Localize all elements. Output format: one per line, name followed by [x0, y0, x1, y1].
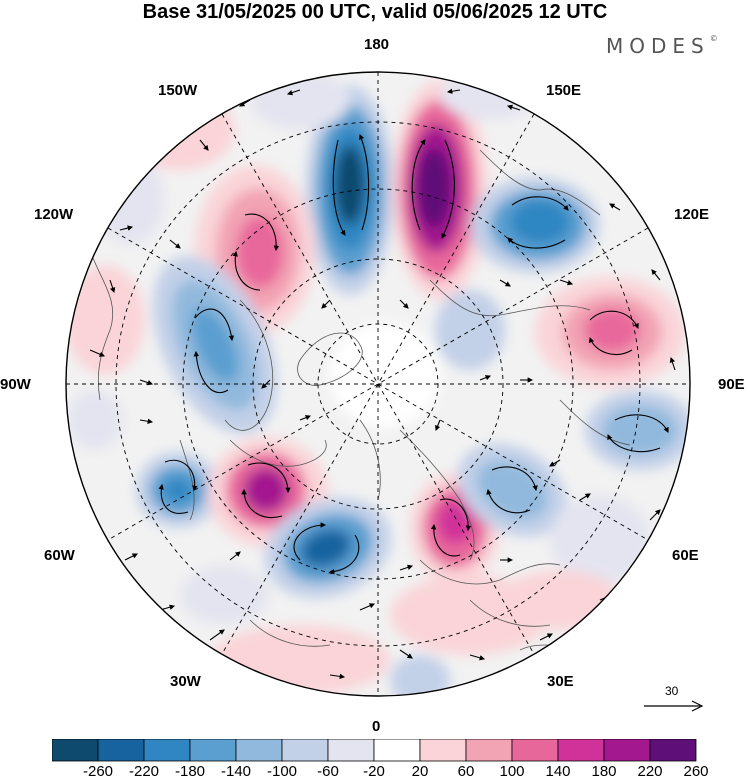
map-title: Base 31/05/2025 00 UTC, valid 05/06/2025…	[142, 1, 608, 23]
lon-label-30e: 30E	[547, 673, 574, 690]
colorbar-tick-label: 20	[411, 763, 429, 780]
coastlines	[89, 149, 631, 651]
colorbar-tick-label: -20	[363, 763, 385, 780]
colorbar-swatch	[327, 739, 375, 762]
colorbar-swatch	[235, 739, 283, 762]
colorbar-swatch	[373, 739, 421, 762]
lon-label-120e: 120E	[674, 206, 710, 223]
colorbar-tick-label: 220	[637, 763, 663, 780]
colorbar-tick-label: 60	[457, 763, 475, 780]
lon-label-30w: 30W	[170, 673, 201, 690]
lon-label-90w: 90W	[0, 376, 31, 393]
copyright-mark: ©	[709, 34, 718, 43]
lon-label-180: 180	[364, 36, 390, 53]
reference-vector-arrow	[644, 700, 704, 712]
lon-label-0: 0	[372, 718, 381, 735]
map-boundary	[65, 71, 691, 697]
colorbar-swatch	[557, 739, 605, 762]
lon-label-60w: 60W	[44, 547, 75, 564]
colorbar-swatch	[603, 739, 651, 762]
lon-label-150w: 150W	[158, 82, 198, 99]
colorbar-tick-label: -140	[220, 763, 252, 780]
colorbar-tick-label: 140	[545, 763, 571, 780]
colorbar-tick-label: -60	[317, 763, 339, 780]
modes-logo: MODES©	[606, 34, 718, 58]
lon-label-120w: 120W	[34, 206, 74, 223]
lon-label-60e: 60E	[672, 547, 699, 564]
colorbar-tick-label: 260	[683, 763, 709, 780]
colorbar-swatch	[281, 739, 329, 762]
brand-text: MODES	[606, 34, 710, 58]
colorbar-tick-label: -220	[128, 763, 160, 780]
colorbar-tick-label: -180	[174, 763, 206, 780]
colorbar-tick-label: -260	[82, 763, 114, 780]
lon-label-90e: 90E	[718, 376, 745, 393]
colorbar-swatch	[511, 739, 559, 762]
colorbar-tick-label: 180	[591, 763, 617, 780]
colorbar-swatch	[649, 739, 697, 762]
colorbar	[52, 739, 697, 762]
colorbar-swatch	[419, 739, 467, 762]
colorbar-swatch	[97, 739, 145, 762]
colorbar-swatch	[143, 739, 191, 762]
reference-vector-label: 30	[665, 684, 679, 698]
colorbar-tick-label: 100	[499, 763, 525, 780]
colorbar-swatch	[189, 739, 237, 762]
graticule	[66, 72, 690, 696]
colorbar-swatch	[52, 739, 99, 762]
wind-vectors	[89, 88, 686, 691]
lon-label-150e: 150E	[546, 82, 582, 99]
colorbar-tick-label: -100	[266, 763, 298, 780]
colorbar-swatch	[465, 739, 513, 762]
